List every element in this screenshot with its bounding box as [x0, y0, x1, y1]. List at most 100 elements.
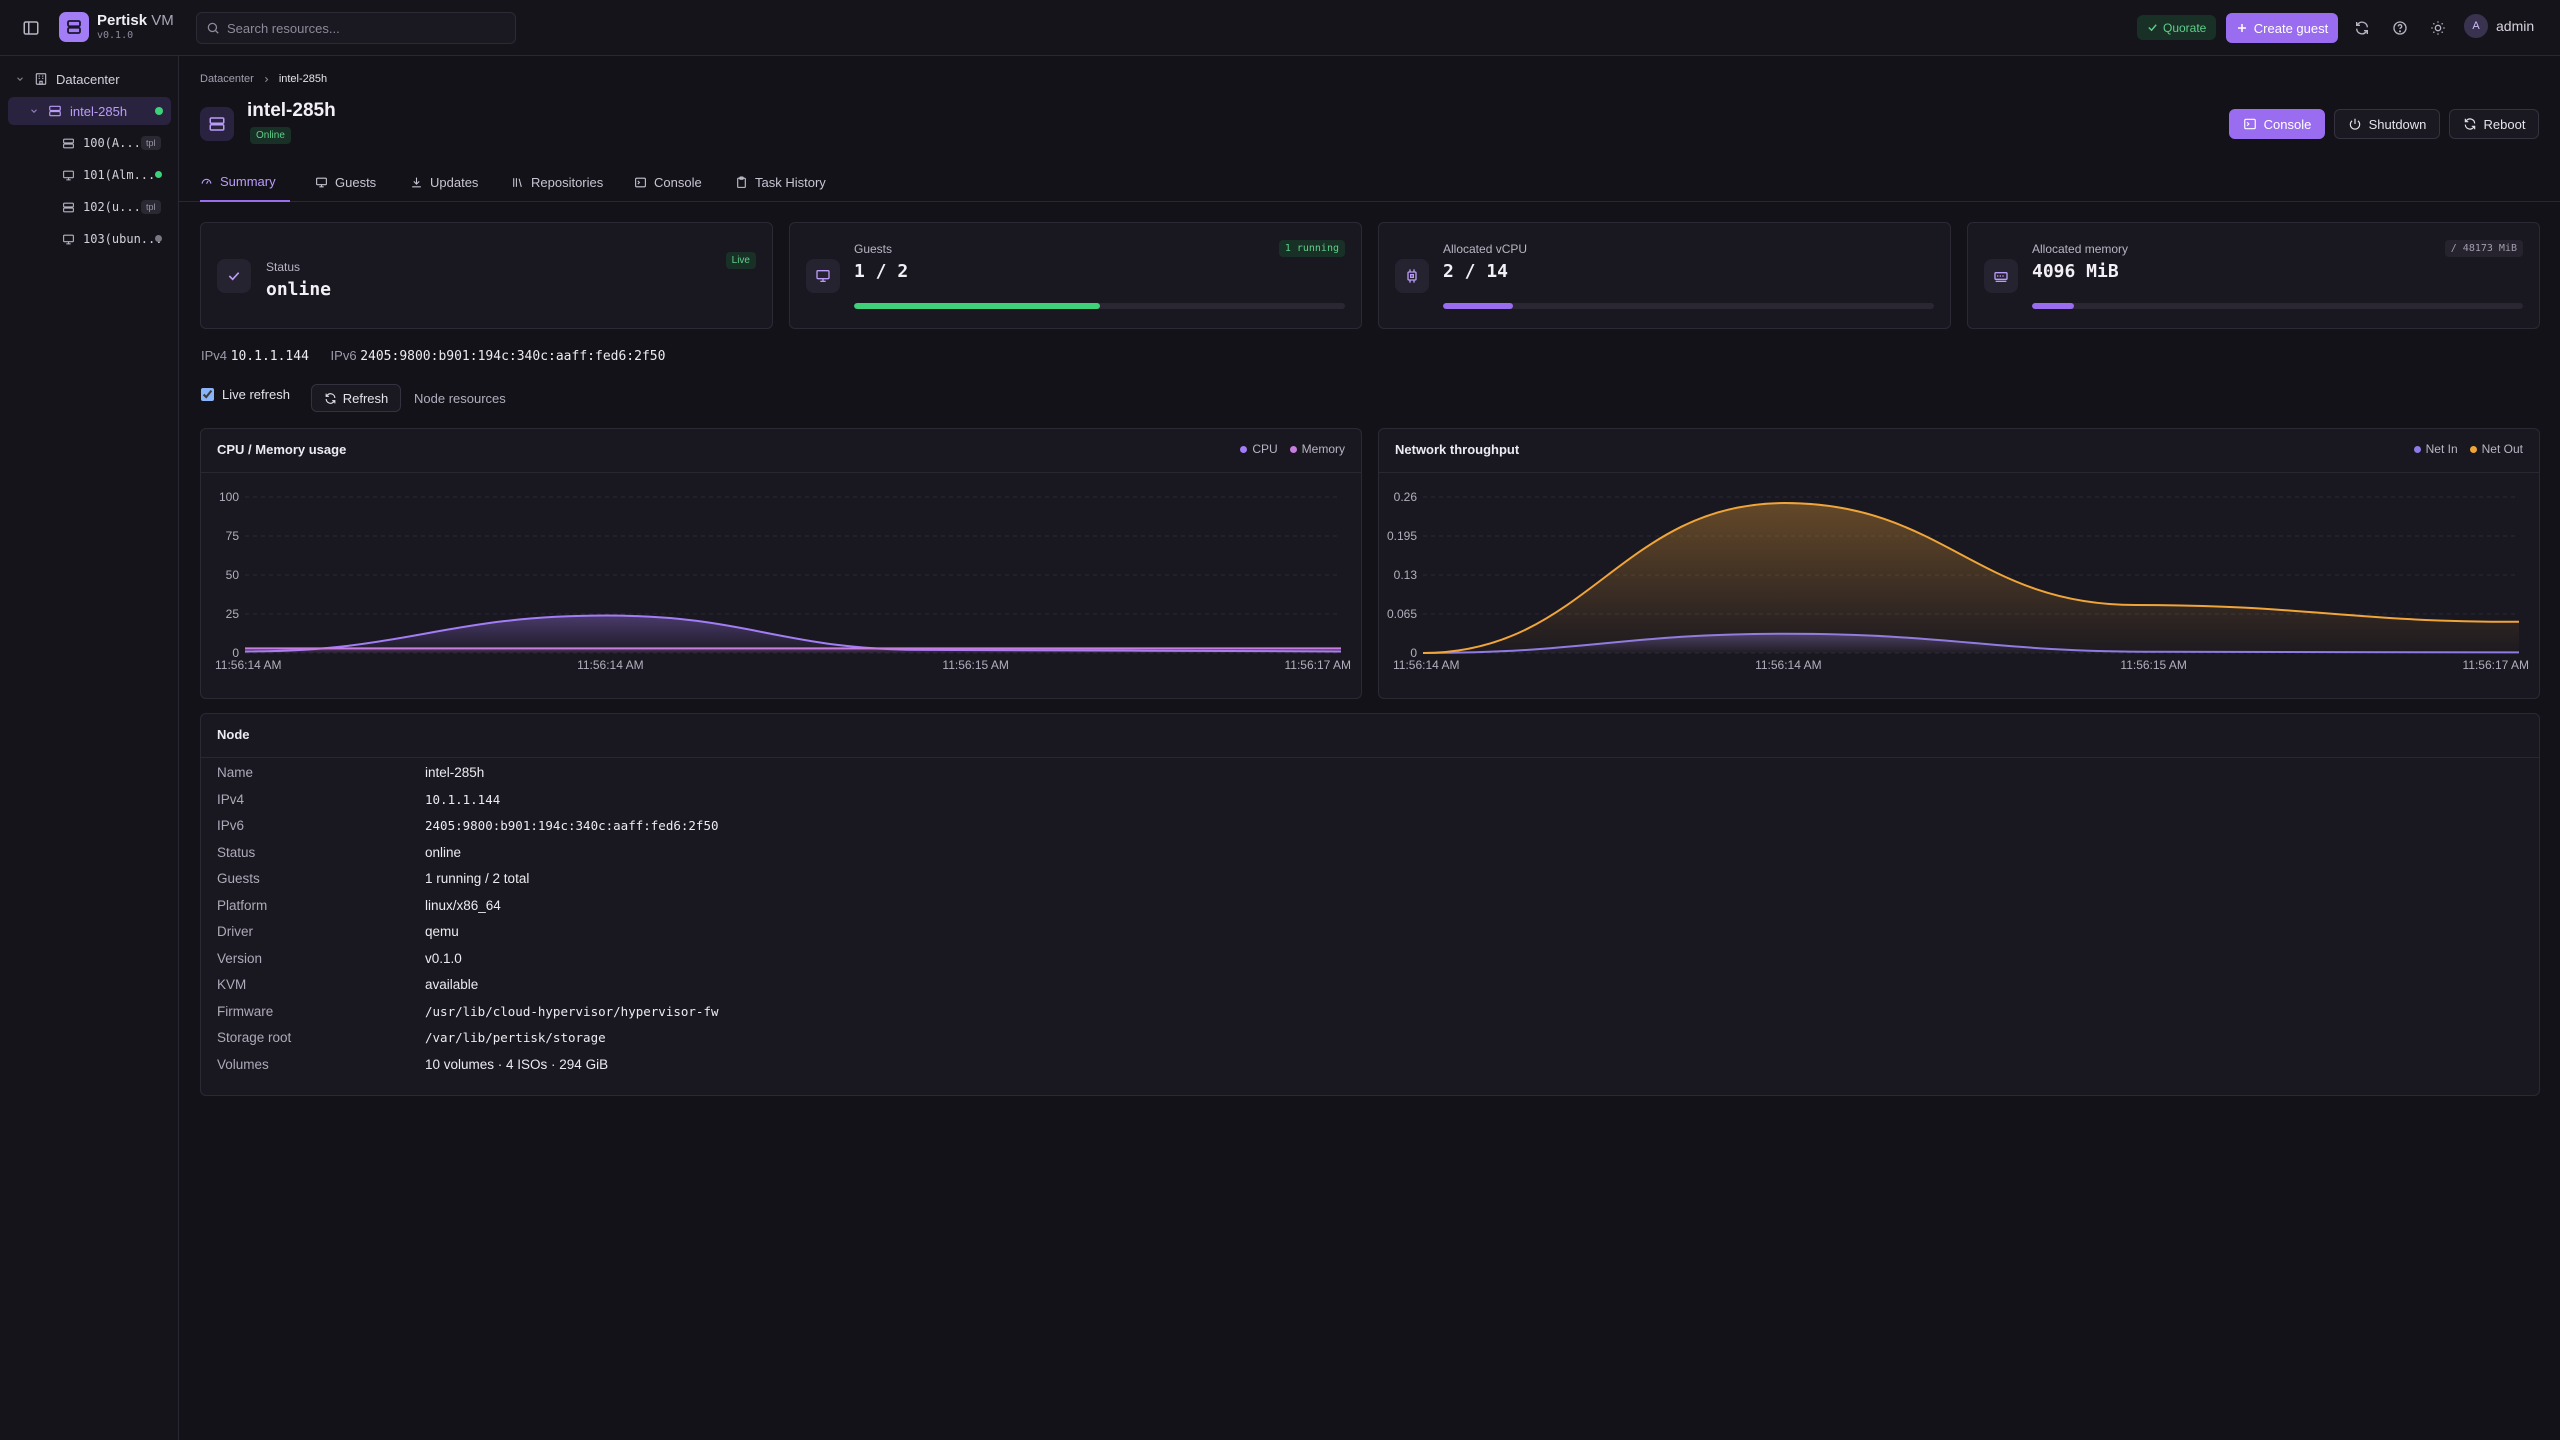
download-icon — [410, 176, 423, 189]
building-icon — [34, 72, 48, 86]
guests-value: 1 / 2 — [854, 261, 909, 282]
tab-repositories[interactable]: Repositories — [511, 162, 603, 202]
tab-task-history[interactable]: Task History — [735, 162, 826, 202]
plus-icon — [2236, 22, 2248, 34]
live-refresh-toggle[interactable]: Live refresh — [201, 387, 290, 402]
guest-status-dot — [155, 235, 162, 242]
legend-net-in: Net In — [2413, 442, 2458, 456]
tab-bar: Summary Guests Updates Repositories Cons… — [179, 162, 2560, 202]
breadcrumb-current: intel-285h — [278, 73, 328, 85]
tab-updates[interactable]: Updates — [410, 162, 478, 202]
template-badge: tpl — [141, 200, 161, 214]
status-card: Status online Live — [200, 222, 773, 329]
table-row: Status online — [217, 845, 461, 860]
monitor-icon — [62, 169, 75, 182]
row-key: Firmware — [217, 1003, 274, 1019]
sidebar-toggle-icon[interactable] — [17, 14, 45, 42]
guest-label: 102(u... — [83, 200, 141, 214]
table-row: Firmware/usr/lib/cloud-hypervisor/hyperv… — [217, 1004, 719, 1019]
server-icon — [62, 201, 75, 214]
guest-status-dot — [155, 171, 162, 178]
breadcrumb: Datacenter intel-285h — [200, 73, 327, 85]
node-resources-link[interactable]: Node resources — [414, 391, 506, 406]
node-status-dot — [155, 107, 163, 115]
shutdown-button[interactable]: Shutdown — [2334, 109, 2440, 139]
create-guest-button[interactable]: Create guest — [2226, 13, 2338, 43]
status-label: Status — [266, 260, 301, 274]
row-key: Name — [217, 765, 254, 780]
tree-item-guest[interactable]: 100(A... — [62, 129, 172, 157]
app-logo-icon[interactable] — [59, 12, 89, 42]
cpu-icon — [1395, 259, 1429, 293]
clipboard-icon — [735, 176, 748, 189]
row-key: Driver — [217, 924, 253, 939]
library-icon — [511, 176, 524, 189]
check-icon — [2147, 22, 2158, 33]
monitor-icon — [62, 233, 75, 246]
chart-divider — [1379, 472, 2539, 473]
search-box[interactable] — [196, 12, 516, 44]
console-button[interactable]: Console — [2229, 109, 2325, 139]
page-title: intel-285h — [247, 100, 336, 121]
node-server-icon — [200, 107, 234, 141]
vcpu-label: Allocated vCPU — [1443, 242, 1528, 256]
table-row: Driver qemu — [217, 924, 459, 939]
chevron-down-icon[interactable] — [28, 106, 40, 116]
table-row: Name intel-285h — [217, 765, 484, 780]
live-refresh-checkbox[interactable] — [201, 388, 214, 401]
row-value: /usr/lib/cloud-hypervisor/hypervisor-fw — [425, 1003, 719, 1019]
row-key: Version — [217, 950, 263, 966]
row-key: Volumes — [217, 1056, 269, 1072]
tab-summary[interactable]: Summary — [200, 162, 290, 202]
rotate-icon — [2463, 117, 2477, 131]
y-tick-label: 100 — [219, 490, 239, 504]
vcpu-card: Allocated vCPU 2 / 14 — [1378, 222, 1951, 329]
user-menu[interactable]: A admin — [2464, 14, 2534, 38]
x-tick-label: 11:56:15 AM — [2120, 658, 2187, 672]
tree-item-guest[interactable]: 103(ubun... — [62, 225, 172, 253]
table-row: KVM available — [217, 977, 478, 992]
breadcrumb-root[interactable]: Datacenter — [200, 73, 254, 85]
series-area — [1423, 503, 2519, 653]
memory-value: 4096 MiB — [2032, 261, 2119, 282]
series-area — [245, 615, 1341, 653]
tree-item-datacenter[interactable]: Datacenter — [14, 65, 172, 93]
guests-card: Guests 1 / 2 1 running — [789, 222, 1362, 329]
live-badge: Live — [725, 252, 756, 269]
y-tick-label: 25 — [226, 607, 240, 621]
address-line: IPv4 10.1.1.144 IPv6 2405:9800:b901:194c… — [201, 348, 666, 364]
node-details-card: Node Name intel-285h IPv4 10.1.1.144 IPv6 240… — [200, 713, 2540, 1096]
reboot-button[interactable]: Reboot — [2449, 109, 2539, 139]
y-tick-label: 0.065 — [1387, 607, 1417, 621]
tree-item-node[interactable]: intel-285h — [8, 97, 171, 125]
template-badge: tpl — [141, 136, 161, 150]
help-icon[interactable] — [2386, 14, 2414, 42]
row-value: /var/lib/pertisk/storage — [425, 1030, 606, 1045]
theme-sun-icon[interactable] — [2424, 14, 2452, 42]
chart-title: Network throughput — [1395, 442, 1520, 457]
cpu-memory-chart: CPU / Memory usage CPU Memory 100 75 50 25 0… — [200, 428, 1362, 699]
chevron-down-icon[interactable] — [14, 74, 26, 84]
x-tick-label: 11:56:14 AM — [577, 658, 644, 672]
legend-net-out: Net Out — [2469, 442, 2523, 456]
tab-guests[interactable]: Guests — [315, 162, 376, 202]
tab-console[interactable]: Console — [634, 162, 702, 202]
memory-icon — [1984, 259, 2018, 293]
tree-item-guest[interactable]: 102(u... — [62, 193, 172, 221]
table-row: Version v0.1.0 — [217, 951, 462, 966]
row-key: Platform — [217, 897, 268, 913]
row-value: available — [425, 977, 479, 992]
x-tick-label: 11:56:15 AM — [942, 658, 1009, 672]
row-value: intel-285h — [425, 765, 485, 780]
refresh-icon[interactable] — [2348, 14, 2376, 42]
guest-label: 100(A... — [83, 136, 141, 150]
search-input[interactable] — [227, 13, 507, 43]
guests-label: Guests — [854, 242, 893, 256]
x-tick-label: 11:56:17 AM — [1285, 658, 1352, 672]
refresh-button[interactable]: Refresh — [311, 384, 401, 412]
server-icon — [48, 104, 62, 118]
x-tick-label: 11:56:14 AM — [215, 658, 282, 672]
tree-item-guest[interactable]: 101(Alm... — [62, 161, 172, 189]
series-line-net-out — [1422, 501, 2520, 654]
